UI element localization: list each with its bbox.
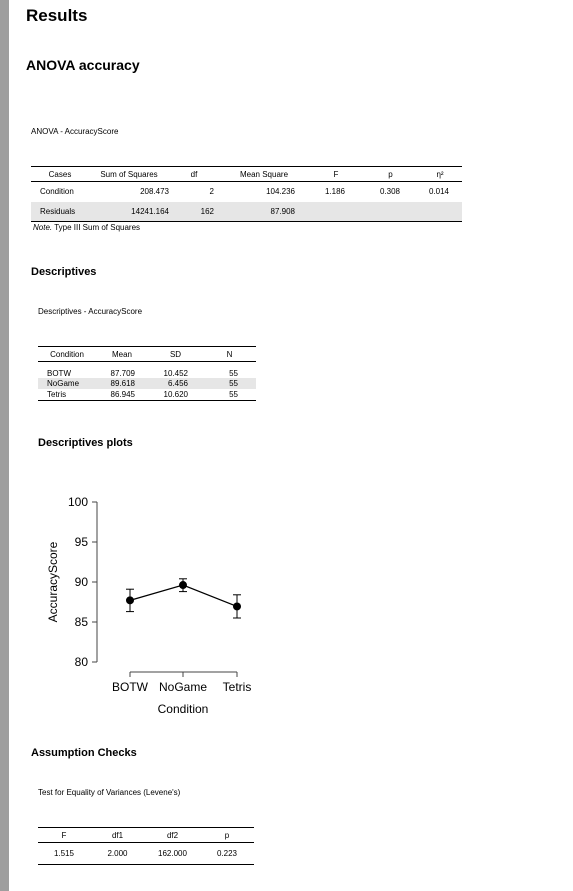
anova-table: Cases Sum of Squares df Mean Square F p … [31,166,462,222]
anova-title: ANOVA accuracy [26,57,140,73]
descriptives-table-caption: Descriptives - AccuracyScore [38,307,143,316]
y-axis-label: AccuracyScore [46,541,60,622]
data-point [126,596,134,605]
table-row: Tetris 86.945 10.620 55 [38,388,256,401]
levene-col-df2: df2 [145,827,200,843]
levene-col-f: F [38,827,90,843]
descriptives-plot: 80 85 90 95 100 BOTW NoGame Tetris AccuracySco… [46,495,252,716]
levene-col-p: p [200,827,254,843]
descriptives-plots-title: Descriptives plots [38,437,133,449]
table-row: Residuals 14241.164 162 87.908 [31,201,462,222]
anova-col-f: F [309,166,363,182]
descriptives-title: Descriptives [31,266,97,278]
desc-col-mean: Mean [96,346,148,362]
desc-col-n: N [203,346,256,362]
desc-col-condition: Condition [38,346,96,362]
table-row: NoGame 89.618 6.456 55 [38,377,256,389]
table-row: 1.515 2.000 162.000 0.223 [38,842,254,865]
y-tick-label: 90 [75,575,89,589]
anova-col-df: df [169,166,219,182]
anova-col-cases: Cases [31,166,89,182]
anova-table-caption: ANOVA - AccuracyScore [31,127,119,136]
descriptives-table: Condition Mean SD N BOTW 87.709 10.452 5… [38,346,256,401]
y-tick-label: 85 [75,615,89,629]
x-tick-label: NoGame [159,680,207,694]
data-point [233,602,241,611]
y-tick-label: 95 [75,535,89,549]
descriptives-header-row: Condition Mean SD N [38,346,256,362]
x-tick-label: BOTW [112,680,149,694]
levene-table: F df1 df2 p 1.515 2.000 162.000 0.223 [38,827,254,865]
table-row: Condition 208.473 2 104.236 1.186 0.308 … [40,187,449,197]
note-text: Type III Sum of Squares [52,223,141,232]
data-point [179,581,187,590]
anova-col-ss: Sum of Squares [89,166,169,182]
desc-col-sd: SD [148,346,203,362]
anova-table-note: Note. Type III Sum of Squares [33,223,140,232]
y-tick-label: 100 [68,495,88,509]
anova-col-p: p [363,166,418,182]
x-axis-label: Condition [158,702,209,716]
x-tick-label: Tetris [223,680,252,694]
y-tick-label: 80 [75,655,89,669]
table-row: BOTW 87.709 10.452 55 [47,368,238,378]
left-scroll-gutter [0,0,9,891]
anova-col-eta: η² [418,166,462,182]
assumption-checks-title: Assumption Checks [31,747,137,759]
anova-col-ms: Mean Square [219,166,309,182]
anova-header-row: Cases Sum of Squares df Mean Square F p … [31,166,462,182]
results-title: Results [26,6,88,25]
levene-header-row: F df1 df2 p [38,827,254,843]
levene-table-caption: Test for Equality of Variances (Levene's… [38,788,181,797]
levene-col-df1: df1 [90,827,145,843]
note-label: Note. [33,223,53,232]
